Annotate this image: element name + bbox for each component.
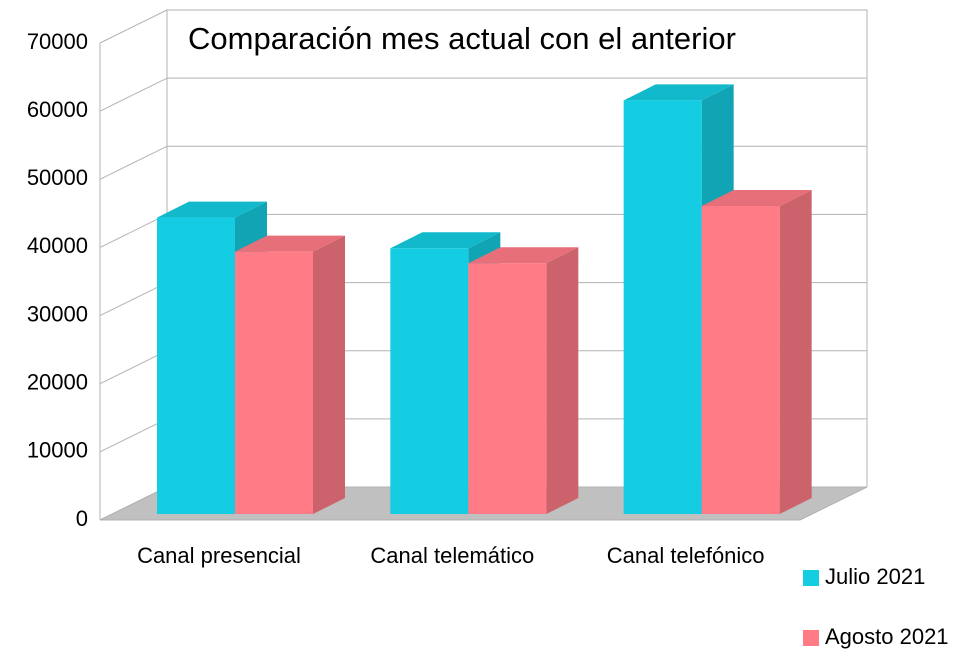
bar [157, 217, 235, 515]
legend-label: Julio 2021 [825, 564, 925, 589]
side-grid-line [99, 145, 168, 180]
side-grid-line [99, 213, 168, 248]
x-tick-label: Canal telefónico [607, 543, 765, 568]
bar-top [235, 235, 345, 252]
bar [623, 100, 702, 514]
legend-swatch [803, 630, 819, 646]
y-tick-label: 70000 [27, 29, 88, 54]
y-tick-label: 0 [76, 506, 88, 531]
bar [468, 263, 547, 514]
bar-side [313, 235, 345, 514]
side-grid-line [99, 77, 168, 112]
side-grid-line [99, 282, 168, 317]
side-grid-line [99, 350, 168, 385]
bar-top [157, 201, 267, 218]
bar [701, 205, 780, 514]
y-tick-label: 50000 [27, 165, 88, 190]
legend-swatch [803, 570, 819, 586]
y-tick-label: 20000 [27, 370, 88, 395]
legend-label: Agosto 2021 [825, 624, 949, 649]
y-tick-label: 10000 [27, 438, 88, 463]
bar [390, 248, 469, 514]
x-tick-label: Canal presencial [137, 543, 301, 568]
bar [235, 251, 313, 514]
bar-side [546, 247, 579, 514]
bar-top [468, 247, 579, 264]
bar-top [701, 189, 812, 206]
bar-top [623, 84, 734, 101]
x-tick-label: Canal telemático [370, 543, 534, 568]
side-grid-line [99, 9, 168, 44]
side-grid-line [99, 486, 168, 521]
y-tick-label: 30000 [27, 301, 88, 326]
y-tick-label: 60000 [27, 97, 88, 122]
bar-top [390, 232, 501, 249]
side-grid-line [99, 418, 168, 453]
chart-title: Comparación mes actual con el anterior [188, 21, 736, 56]
y-tick-label: 40000 [27, 233, 88, 258]
bar-side [779, 189, 812, 514]
